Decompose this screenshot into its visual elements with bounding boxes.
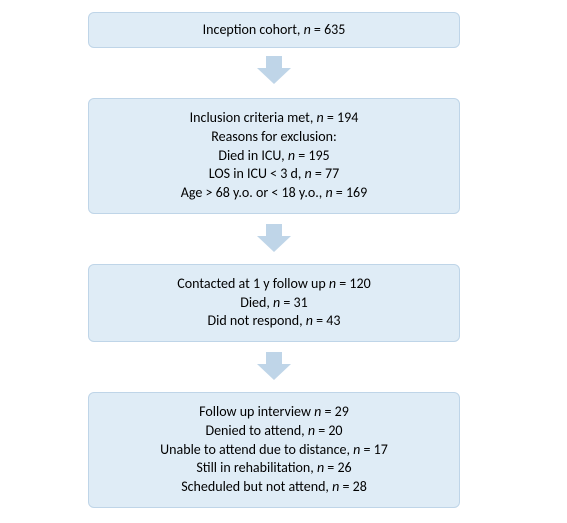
n-var: n: [325, 184, 332, 201]
flow-arrow: [257, 352, 291, 380]
flow-box-box3-line: Died, n = 31: [240, 294, 308, 313]
flow-box-box4-line: Unable to attend due to distance, n = 17: [160, 441, 388, 460]
text-span: Scheduled but not attend,: [181, 478, 332, 495]
text-span: Follow up interview: [199, 403, 314, 420]
n-var: n: [304, 21, 311, 38]
text-span: Inception cohort,: [203, 21, 304, 38]
text-span: Died in ICU,: [218, 147, 288, 164]
flow-box-box3-line: Contacted at 1 y follow up n = 120: [177, 275, 370, 294]
text-span: = 31: [280, 294, 308, 311]
flow-box-box4-line: Denied to attend, n = 20: [205, 422, 342, 441]
text-span: = 29: [321, 403, 349, 420]
text-span: = 195: [295, 147, 330, 164]
flow-box-box4-line: Follow up interview n = 29: [199, 403, 349, 422]
arrow-shape: [257, 352, 291, 380]
text-span: Contacted at 1 y follow up: [177, 275, 329, 292]
flow-box-box2-line: Died in ICU, n = 195: [218, 147, 329, 166]
flow-box-box2-line: Inclusion criteria met, n = 194: [190, 109, 359, 128]
n-var: n: [288, 147, 295, 164]
text-span: Age > 68 y.o. or < 18 y.o.,: [181, 184, 326, 201]
text-span: Denied to attend,: [205, 422, 307, 439]
n-var: n: [308, 422, 315, 439]
n-var: n: [317, 109, 324, 126]
text-span: Still in rehabilitation,: [196, 459, 317, 476]
flow-box-box3: Contacted at 1 y follow up n = 120Died, …: [88, 264, 460, 342]
arrow-shape: [257, 224, 291, 252]
flow-box-box4-line: Scheduled but not attend, n = 28: [181, 478, 367, 497]
n-var: n: [306, 312, 313, 329]
text-span: = 26: [324, 459, 352, 476]
flow-box-box2: Inclusion criteria met, n = 194Reasons f…: [88, 98, 460, 214]
text-span: Inclusion criteria met,: [190, 109, 317, 126]
text-span: LOS in ICU < 3 d,: [209, 165, 305, 182]
flow-arrow: [257, 56, 291, 84]
flow-box-box2-line: LOS in ICU < 3 d, n = 77: [209, 165, 339, 184]
text-span: = 28: [339, 478, 367, 495]
flow-box-box2-line: Age > 68 y.o. or < 18 y.o., n = 169: [181, 184, 367, 203]
text-span: = 77: [312, 165, 340, 182]
text-span: = 635: [311, 21, 346, 38]
text-span: = 194: [324, 109, 359, 126]
arrow-shape: [257, 56, 291, 84]
text-span: = 43: [313, 312, 341, 329]
flow-box-box1-line: Inception cohort, n = 635: [203, 21, 346, 40]
text-span: = 20: [315, 422, 343, 439]
flow-arrow: [257, 224, 291, 252]
text-span: Did not respond,: [208, 312, 306, 329]
flowchart-canvas: Inception cohort, n = 635 Inclusion crite…: [0, 0, 567, 523]
text-span: = 120: [336, 275, 371, 292]
text-span: Unable to attend due to distance,: [160, 441, 353, 458]
n-var: n: [305, 165, 312, 182]
flow-box-box4-line: Still in rehabilitation, n = 26: [196, 459, 351, 478]
text-span: = 169: [333, 184, 368, 201]
flow-box-box4: Follow up interview n = 29Denied to atte…: [88, 392, 460, 508]
flow-box-box3-line: Did not respond, n = 43: [208, 312, 341, 331]
text-span: = 17: [360, 441, 388, 458]
text-span: Died,: [240, 294, 273, 311]
flow-box-box1: Inception cohort, n = 635: [88, 12, 460, 48]
text-span: Reasons for exclusion:: [211, 128, 336, 145]
flow-box-box2-line: Reasons for exclusion:: [211, 128, 336, 147]
